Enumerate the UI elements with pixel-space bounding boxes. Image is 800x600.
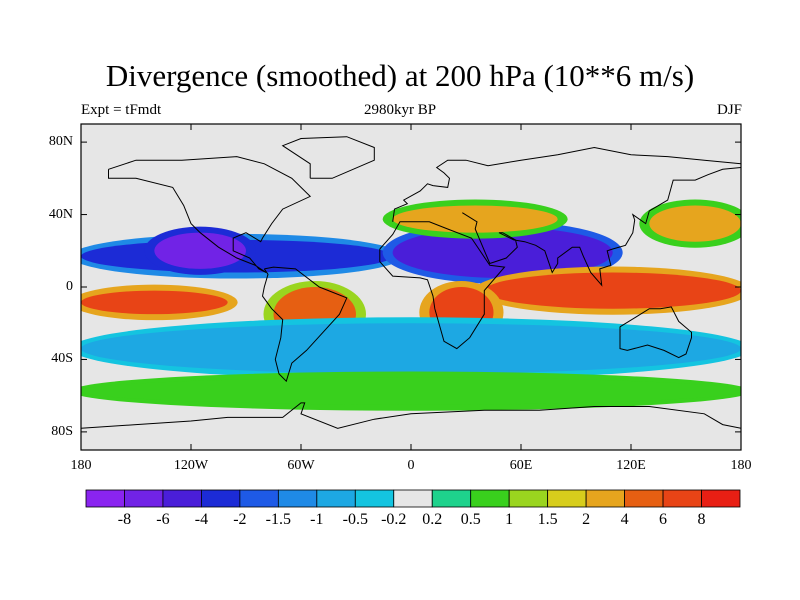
x-tick-label: 180 — [730, 458, 752, 473]
colorbar-label: -8 — [117, 511, 132, 528]
field-region — [81, 323, 741, 374]
colorbar-label: 0.2 — [422, 511, 443, 528]
field-region — [649, 205, 741, 242]
colorbar-box — [508, 489, 549, 508]
colorbar-label: -0.5 — [342, 511, 368, 528]
field-region — [81, 290, 228, 315]
coastline — [392, 146, 741, 222]
field-region — [392, 205, 558, 233]
colorbar-label: 1.5 — [537, 511, 558, 528]
field-region — [484, 272, 741, 309]
colorbar-label: 1 — [505, 511, 514, 528]
coastline — [462, 167, 741, 287]
coastline — [379, 221, 506, 350]
y-tick-label: 40N — [48, 206, 73, 222]
y-tick-label: 80N — [48, 134, 73, 150]
colorbar-label: 0.5 — [460, 511, 481, 528]
colorbar-box — [354, 489, 395, 508]
coastline — [81, 402, 741, 429]
colorbar-box — [201, 489, 241, 508]
x-tick-label: 120E — [616, 458, 646, 473]
coastline — [108, 156, 312, 273]
colorbar-label: -6 — [156, 511, 170, 528]
colorbar-label: 4 — [620, 511, 629, 528]
colorbar-box — [393, 489, 433, 508]
colorbar-box — [239, 489, 279, 508]
colorbar-label: 2 — [582, 511, 591, 528]
colorbar-box — [547, 489, 587, 508]
colorbar-label: -0.2 — [381, 511, 407, 528]
colorbar-box — [624, 489, 664, 508]
x-tick-label: 120W — [173, 458, 209, 473]
colorbar-box — [701, 489, 741, 508]
colorbar-box — [431, 489, 472, 508]
colorbar-box — [662, 489, 702, 508]
coastline — [281, 136, 375, 179]
colorbar-label: -1.5 — [265, 511, 292, 528]
y-tick-label: 80S — [51, 423, 73, 439]
colorbar-box — [277, 489, 318, 508]
coastline — [619, 306, 692, 359]
field-layer — [81, 136, 741, 429]
colorbar-label: 6 — [659, 511, 668, 528]
colorbar-box — [316, 489, 356, 508]
x-tick-label: 60W — [287, 458, 315, 473]
colorbar-box — [162, 489, 202, 508]
x-tick-label: 180 — [70, 458, 92, 473]
x-tick-label: 60E — [509, 458, 533, 473]
left-string: Expt = tFmdt — [81, 102, 162, 118]
y-tick-label: 0 — [66, 279, 73, 294]
field-region — [81, 377, 741, 405]
coastline — [261, 266, 348, 383]
field-region — [392, 227, 613, 278]
chart-title: Divergence (smoothed) at 200 hPa (10**6 … — [105, 58, 695, 93]
colorbar-label: -2 — [233, 511, 247, 528]
colorbar-box — [124, 489, 164, 508]
right-string: DJF — [716, 102, 742, 118]
y-tick-label: 40S — [51, 351, 73, 367]
field-region — [154, 232, 246, 269]
center-string: 2980kyr BP — [363, 102, 437, 118]
x-tick-label: 0 — [407, 458, 415, 473]
colorbar-label: -1 — [310, 511, 324, 528]
colorbar-label: 8 — [697, 511, 706, 528]
colorbar-box — [585, 489, 625, 508]
colorbar-box — [470, 489, 510, 508]
colorbar-label: -4 — [194, 511, 209, 528]
colorbar-box — [85, 489, 125, 508]
